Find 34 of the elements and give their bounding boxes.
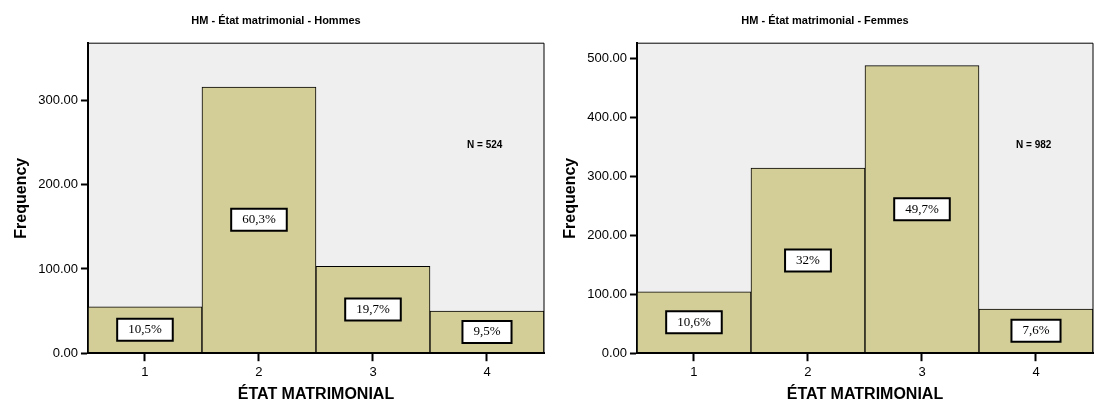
y-tick-label: 100.00	[38, 260, 78, 276]
x-tick-label: 3	[918, 363, 926, 379]
y-tick-label: 300.00	[38, 92, 78, 108]
x-tick-label: 4	[1032, 363, 1040, 379]
y-axis-title: Frequency	[12, 157, 30, 239]
x-axis-title: ÉTAT MATRIMONIAL	[786, 383, 944, 402]
annotation: 32%	[796, 251, 821, 267]
annotation: N = 982	[1016, 139, 1052, 151]
y-tick-label: 200.00	[587, 226, 627, 242]
x-tick-label: 2	[804, 363, 812, 379]
y-tick-label: 0.00	[601, 344, 627, 360]
annotation: 19,7%	[356, 300, 390, 316]
y-tick-label: 400.00	[587, 109, 627, 125]
y-tick-label: 300.00	[587, 167, 627, 183]
annotation: N = 524	[467, 139, 503, 151]
x-axis-title: ÉTAT MATRIMONIAL	[237, 383, 395, 402]
chart-title: HM - État matrimonial - Hommes	[191, 13, 361, 26]
y-axis-title: Frequency	[561, 157, 579, 239]
y-tick-label: 500.00	[587, 50, 627, 66]
y-tick-label: 0.00	[52, 344, 78, 360]
x-tick-label: 3	[369, 363, 377, 379]
x-tick-label: 4	[483, 363, 491, 379]
x-tick-label: 2	[255, 363, 263, 379]
x-tick-label: 1	[690, 363, 698, 379]
annotation: 49,7%	[905, 200, 939, 216]
y-tick-label: 200.00	[38, 176, 78, 192]
annotation: 10,5%	[128, 321, 162, 337]
chart-title: HM - État matrimonial - Femmes	[741, 13, 909, 26]
annotation: 10,6%	[677, 313, 711, 329]
x-tick-label: 1	[141, 363, 149, 379]
annotation: 9,5%	[473, 323, 501, 339]
y-tick-label: 100.00	[587, 285, 627, 301]
annotation: 60,3%	[242, 211, 276, 227]
annotation: 7,6%	[1022, 322, 1050, 338]
